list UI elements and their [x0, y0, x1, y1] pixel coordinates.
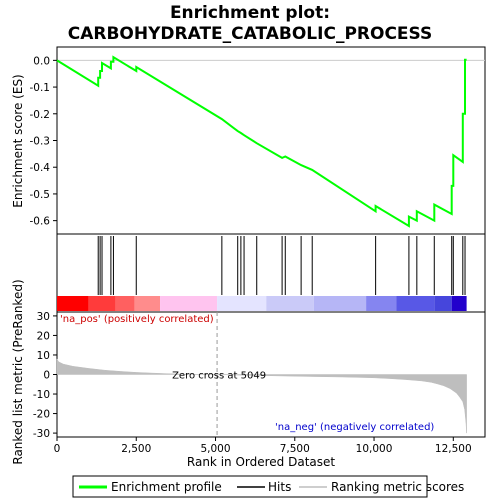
x-tick-label: 12,500	[435, 443, 472, 455]
x-tick-label: 10,000	[356, 443, 393, 455]
enrichment-profile-line	[56, 55, 467, 228]
color-bar-segment	[366, 296, 397, 311]
metric-y-ticks: 30 20 10 0 -10 -20 -30	[33, 311, 57, 440]
legend-label-enrichment-profile: Enrichment profile	[111, 480, 222, 494]
es-y-ticks: 0.0 -0.1 -0.2 -0.3 -0.4 -0.5 -0.6	[30, 55, 57, 228]
legend-label-ranking-metric: Ranking metric scores	[331, 480, 464, 494]
es-y-tick-label: -0.5	[30, 189, 51, 201]
legend-entry-enrichment-profile: Enrichment profile	[79, 480, 222, 494]
positive-correlation-label: 'na_pos' (positively correlated)	[60, 314, 214, 325]
color-bar-segment	[57, 296, 89, 311]
color-bar-segment	[434, 296, 452, 311]
legend-entry-ranking-metric: Ranking metric scores	[299, 480, 464, 494]
color-bar-segment	[396, 296, 435, 311]
zero-cross-label: Zero cross at 5049	[172, 371, 266, 382]
x-tick-label: 7,500	[280, 443, 310, 455]
x-tick-label: 5,000	[200, 443, 230, 455]
chart-title-line1: Enrichment plot:	[170, 3, 330, 23]
color-bar-segment	[115, 296, 135, 311]
metric-y-tick-label: 10	[37, 350, 50, 362]
color-bar-segment	[266, 296, 314, 311]
color-bar-segment	[88, 296, 116, 311]
color-bar-segment	[313, 296, 367, 311]
es-panel-frame	[56, 46, 486, 235]
legend-entry-hits: Hits	[237, 480, 291, 494]
ranking-color-bar	[57, 296, 467, 311]
color-bar-segment	[451, 296, 467, 311]
es-y-tick-label: -0.6	[30, 216, 51, 228]
color-bar-segment	[134, 296, 161, 311]
metric-y-tick-label: 30	[37, 311, 50, 323]
es-y-tick-label: -0.1	[30, 82, 51, 94]
es-y-axis-label: Enrichment score (ES)	[11, 74, 25, 207]
metric-y-axis-label: Ranked list metric (PreRanked)	[11, 279, 25, 464]
metric-y-tick-label: 20	[37, 330, 50, 342]
es-y-tick-label: -0.2	[30, 109, 51, 121]
ranking-metric-area	[56, 358, 467, 434]
metric-y-tick-label: 0	[43, 370, 50, 382]
legend-label-hits: Hits	[268, 480, 291, 494]
es-y-tick-label: -0.3	[30, 136, 51, 148]
es-y-tick-label: -0.4	[30, 162, 51, 174]
color-bar-segment	[160, 296, 218, 311]
x-tick-label: 2,500	[121, 443, 151, 455]
metric-y-tick-label: -10	[33, 389, 50, 401]
x-tick-label: 0	[54, 443, 61, 455]
chart-title-line2: CARBOHYDRATE_CATABOLIC_PROCESS	[68, 24, 433, 44]
x-ticks: 0 2,500 5,000 7,500 10,000 12,500	[54, 437, 472, 455]
es-y-tick-label: 0.0	[33, 55, 50, 67]
color-bar-segment	[217, 296, 267, 311]
negative-correlation-label: 'na_neg' (negatively correlated)	[275, 422, 434, 433]
x-axis-label: Rank in Ordered Dataset	[187, 455, 335, 469]
hits-marks	[97, 236, 466, 295]
metric-y-tick-label: -30	[33, 428, 50, 440]
metric-y-tick-label: -20	[33, 409, 50, 421]
